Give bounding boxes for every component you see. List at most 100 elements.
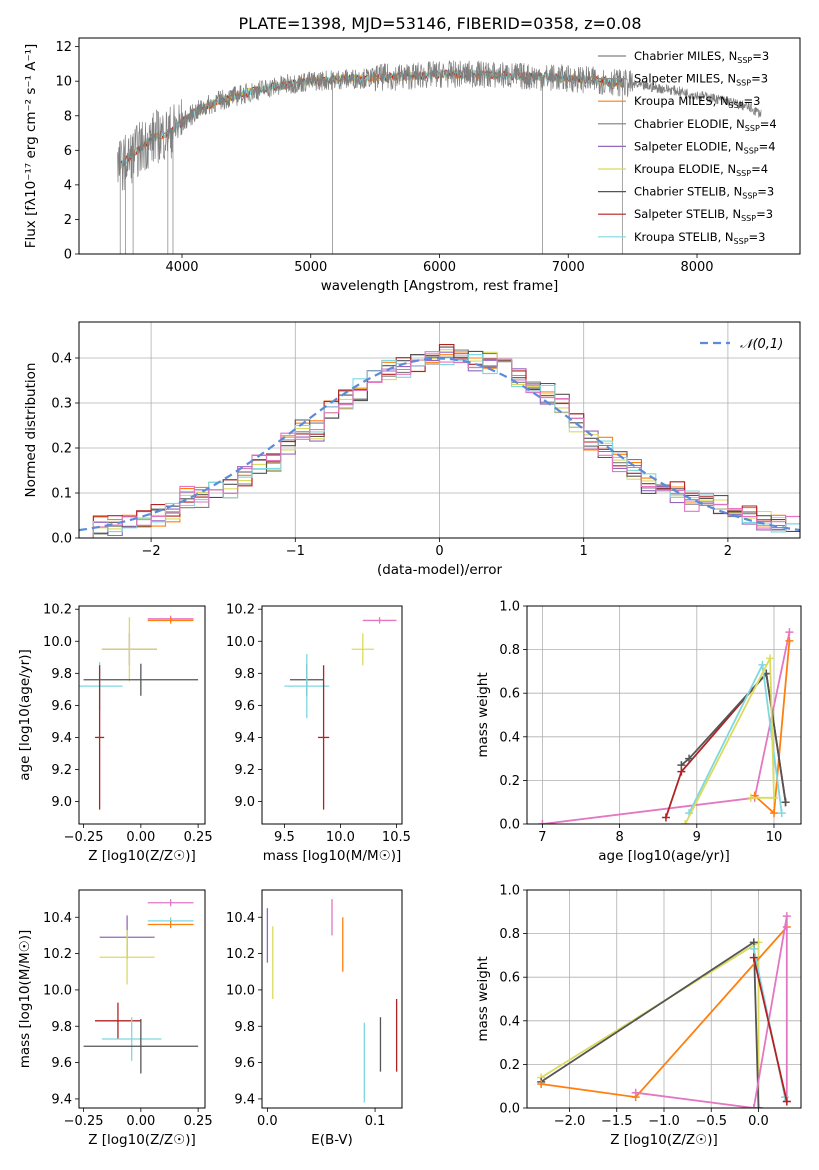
y-tick-label: 10.0: [43, 983, 72, 998]
x-tick-label: 9.5: [274, 830, 295, 845]
x-axis-label: Z [log10(Z/Z☉)]: [610, 1132, 718, 1148]
y-tick-label: 9.6: [234, 699, 255, 714]
y-tick-label: 9.8: [234, 1020, 255, 1035]
axes-frame-5: Z [log10(Z/Z☉)] mass [log10(M/M☉)]: [17, 889, 206, 1148]
errorbar-point: [95, 1002, 141, 1039]
y-tick-label: 9.8: [234, 667, 255, 682]
y-tick-label: 9.2: [51, 763, 72, 778]
y-tick-label: 4: [64, 178, 72, 193]
mass-weight-plot: [538, 628, 794, 824]
x-tick-label: 10.0: [326, 830, 355, 845]
errorbar-plot: [284, 617, 397, 810]
y-tick-label: 10: [55, 75, 72, 90]
errorbar-point: [362, 617, 397, 624]
x-tick-label: 0.25: [184, 830, 213, 845]
axes-frame: [78, 889, 206, 1109]
errorbar-point: [351, 633, 374, 666]
y-tick-label: 9.6: [51, 1056, 72, 1071]
x-tick-label: 0.25: [184, 1114, 213, 1129]
y-tick-label: 9.8: [51, 1020, 72, 1035]
axes-frame: [526, 889, 802, 1109]
errorbar-point: [101, 617, 157, 682]
axes-4: 7 8 9 10 0.0 0.2 0.4 0.6 0.8 1.0: [499, 600, 801, 845]
errorbar-point: [284, 654, 330, 719]
legend-label: Chabrier ELODIE, NSSP=4: [634, 117, 777, 133]
mass-weight-line: [684, 657, 775, 824]
mass-weight-line: [680, 671, 787, 803]
y-tick-label: 0.3: [51, 397, 72, 412]
y-tick-label: 9.0: [234, 795, 255, 810]
y-tick-label: 10.2: [43, 603, 72, 618]
x-axis-label: (data-model)/error: [377, 562, 503, 578]
y-tick-label: 10.2: [226, 603, 255, 618]
mass-weight-marker: [681, 820, 690, 824]
observed-spectrum-line: [117, 60, 762, 191]
errorbar-point: [147, 617, 194, 624]
figure-title: PLATE=1398, MJD=53146, FIBERID=0358, z=0…: [238, 14, 641, 33]
histogram-step: [79, 351, 800, 538]
axes-6: 0.0 0.1 9.4 9.6 9.8 10.0 10.2 10.4: [226, 911, 385, 1129]
y-tick-label: 9.8: [51, 667, 72, 682]
errorbar-point: [99, 929, 155, 985]
x-tick-label: 0.00: [126, 1114, 155, 1129]
y-tick-label: 0.1: [51, 487, 72, 502]
y-tick-label: 0.8: [499, 927, 520, 942]
mass-weight-marker: [785, 636, 794, 645]
axes-frame-1: (data-model)/error Normed distribution: [23, 321, 801, 578]
y-tick-label: 0.0: [499, 1102, 520, 1117]
x-tick-label: −0.25: [64, 1114, 104, 1129]
axes-frame-7: Z [log10(Z/Z☉)] mass weight: [475, 889, 802, 1148]
model-spectrum-line: [119, 68, 623, 170]
mass-weight-marker: [785, 628, 794, 637]
x-tick-label: 0.00: [126, 830, 155, 845]
mass-weight-line: [635, 916, 788, 1108]
errorbar-point: [83, 663, 199, 696]
mass-weight-marker: [777, 809, 786, 818]
x-tick-label: 0.0: [748, 1114, 769, 1129]
x-axis-label: wavelength [Angstrom, rest frame]: [321, 278, 559, 294]
mass-weight-marker: [781, 798, 790, 807]
mass-weight-marker: [758, 660, 767, 669]
x-tick-label: −1: [286, 544, 305, 559]
y-tick-label: 9.4: [234, 1092, 255, 1107]
mass-weight-marker: [754, 1104, 763, 1108]
mass-weight-line: [540, 940, 760, 1108]
mass-weight-marker: [769, 793, 778, 802]
x-tick-label: 0: [435, 544, 443, 559]
mass-weight-marker: [537, 1080, 546, 1089]
axes-5: −0.25 0.00 0.25 9.4 9.6 9.8 10.0 10.2 10.4: [43, 911, 213, 1129]
y-tick-label: 0.0: [499, 818, 520, 833]
axes-frame-6: E(B-V): [261, 889, 403, 1148]
mass-weight-marker: [685, 754, 694, 763]
y-tick-label: 0.2: [51, 442, 72, 457]
x-tick-label: −2.0: [554, 1114, 586, 1129]
y-tick-label: 10.2: [226, 947, 255, 962]
x-tick-label: 4000: [165, 260, 198, 275]
errorbar-point: [147, 920, 194, 929]
axes-0: 4000 5000 6000 7000 8000 0 2 4 6 8 10 12: [55, 40, 713, 275]
errorbar-point: [83, 1018, 199, 1074]
y-tick-label: 9.6: [234, 1056, 255, 1071]
axes-2: −0.25 0.00 0.25 9.0 9.2 9.4 9.6 9.8 10.0 10.2: [43, 603, 213, 845]
y-tick-label: 10.2: [43, 947, 72, 962]
axes-frame: [78, 37, 801, 255]
legend-label: Kroupa MILES, NSSP=3: [634, 94, 760, 110]
y-tick-label: 0: [64, 248, 72, 263]
x-axis-label: Z [log10(Z/Z☉)]: [88, 848, 196, 864]
legend-label: Salpeter MILES, NSSP=3: [634, 72, 768, 88]
axes-frame-0: wavelength [Angstrom, rest frame] Flux [f…: [23, 37, 801, 294]
errorbar-plot: [79, 615, 199, 810]
x-tick-label: −2: [142, 544, 161, 559]
legend-label: Kroupa STELIB, NSSP=3: [634, 230, 765, 246]
y-tick-label: 10.4: [226, 911, 255, 926]
mass-weight-marker: [749, 944, 758, 953]
y-tick-label: 9.6: [51, 699, 72, 714]
y-tick-label: 0.2: [499, 774, 520, 789]
mass-weight-marker: [661, 813, 670, 822]
x-axis-label: mass [log10(M/M☉)]: [263, 848, 402, 864]
errorbar-point: [147, 899, 194, 907]
y-tick-label: 0.6: [499, 971, 520, 986]
y-tick-label: 9.4: [51, 1092, 72, 1107]
legend-label: Chabrier MILES, NSSP=3: [634, 49, 769, 65]
